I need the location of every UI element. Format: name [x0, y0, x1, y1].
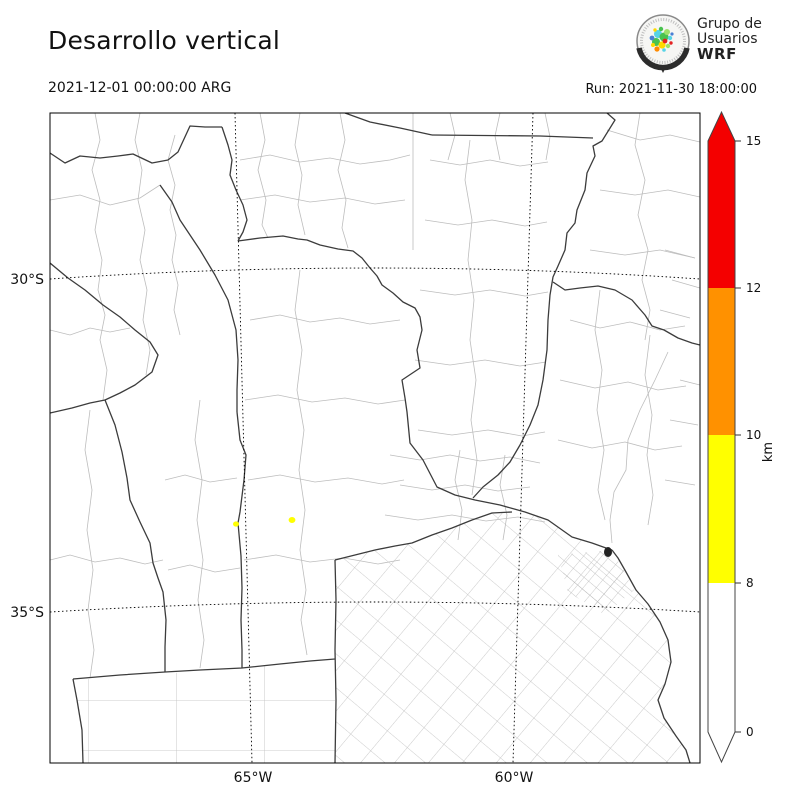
cbar-label-8: 8 [746, 576, 754, 590]
logo-line2: Usuarios [697, 31, 758, 47]
gridline-35s [50, 601, 700, 613]
map-canvas: 30°S 35°S 65°W 60°W 15 12 1 [10, 110, 776, 786]
colorbar-unit-label: km [761, 442, 776, 462]
lon-label-60w: 60°W [495, 770, 534, 786]
wrf-logo-seal-icon [636, 14, 690, 73]
lat-label-30s: 30°S [10, 272, 44, 288]
logo-radar-speckle-icon [649, 26, 674, 52]
wrf-logo-text: Grupo de Usuarios WRF [697, 17, 762, 62]
cbar-label-0: 0 [746, 725, 754, 739]
logo-line1: Grupo de [697, 16, 762, 32]
province-boundaries [50, 113, 700, 763]
lon-label-65w: 65°W [234, 770, 273, 786]
axis-labels: 30°S 35°S 65°W 60°W [10, 272, 533, 786]
logo-line3: WRF [697, 45, 737, 63]
echo-top-marks [233, 517, 296, 527]
echo-mark-1 [233, 521, 239, 527]
colorbar-seg-12-15 [708, 141, 735, 288]
department-boundaries [50, 113, 700, 679]
map-frame [49, 112, 701, 764]
wrf-logo-icon [634, 12, 694, 74]
colorbar: 15 12 10 8 0 km [707, 110, 776, 764]
page-title: Desarrollo vertical [48, 26, 280, 55]
colorbar-ticks [735, 140, 741, 733]
cbar-label-15: 15 [746, 134, 761, 148]
cbar-label-10: 10 [746, 428, 761, 442]
colorbar-seg-0-8 [708, 583, 735, 732]
colorbar-seg-10-12 [708, 288, 735, 435]
buenos-aires-partidos-texture [335, 512, 690, 763]
echo-mark-2 [288, 517, 296, 523]
colorbar-tick-labels: 15 12 10 8 0 [746, 134, 761, 739]
colorbar-over-arrow [708, 112, 735, 141]
caba-city-mark [604, 547, 612, 557]
gridline-60w [512, 113, 534, 763]
colorbar-under-arrow [708, 732, 735, 762]
cbar-label-12: 12 [746, 281, 761, 295]
lat-label-35s: 35°S [10, 605, 44, 621]
graticule-lines [50, 113, 700, 763]
la-pampa-grid-texture [75, 660, 335, 763]
run-time-label: Run: 2021-11-30 18:00:00 [585, 82, 757, 97]
colorbar-seg-8-10 [708, 435, 735, 583]
gridline-30s [50, 267, 700, 280]
valid-time-label: 2021-12-01 00:00:00 ARG [48, 80, 232, 96]
gridline-65w [234, 113, 253, 763]
